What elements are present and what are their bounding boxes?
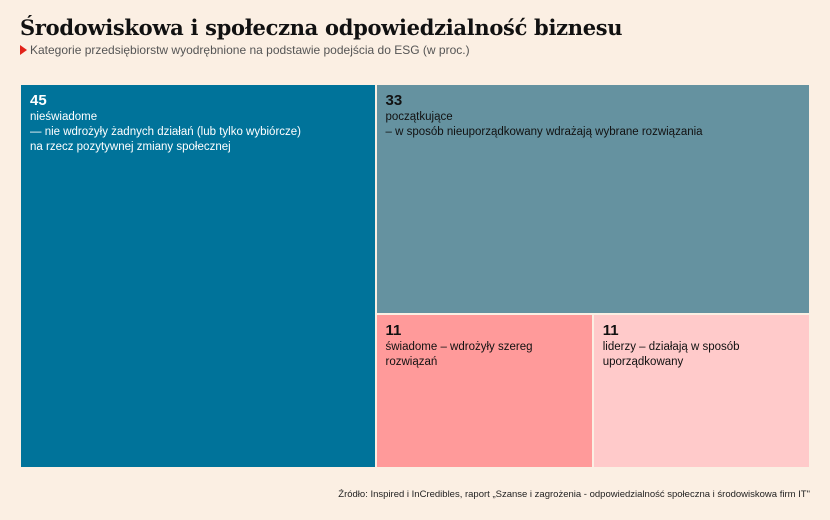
treemap-cell-swiadome: 11 świadome – wdrożyły szereg rozwiązań [375,314,593,468]
cell-value-label: 11 [385,322,402,340]
triangle-marker-icon [20,45,27,55]
source-note: Źródło: Inspired i InCredibles, raport „… [338,489,810,500]
cell-category-name: liderzy – działają w sposób uporządkowan… [602,341,740,369]
treemap-chart: 45 nieświadome — nie wdrożyły żadnych dz… [20,84,810,468]
cell-value-label: 11 [602,322,619,340]
chart-subtitle: Kategorie przedsiębiorstw wyodrębnione n… [20,43,470,57]
cell-category-name: początkujące [385,111,453,123]
cell-category-name: nieświadome [30,111,98,123]
cell-value-label: 33 [385,92,403,109]
cell-category-label: liderzy – działają w sposób uporządkowan… [603,340,801,370]
treemap-cell-liderzy: 11 liderzy – działają w sposób uporządko… [592,314,810,468]
cell-category-description: — nie wdrożyły żadnych działań (lub tylk… [30,126,301,153]
subtitle-text: Kategorie przedsiębiorstw wyodrębnione n… [30,43,470,57]
cell-category-name: świadome – wdrożyły szereg rozwiązań [385,341,533,369]
treemap-cell-nieswiadome: 45 nieświadome — nie wdrożyły żadnych dz… [20,84,376,468]
treemap-cell-poczatkujace: 33 początkujące – w sposób nieuporządkow… [375,84,810,315]
cell-category-label: początkujące – w sposób nieuporządkowany… [386,110,802,140]
cell-category-description: – w sposób nieuporządkowany wdrażają wyb… [385,126,703,138]
chart-title: Środowiskowa i społeczna odpowiedzialnoś… [20,15,623,40]
cell-category-label: świadome – wdrożyły szereg rozwiązań [386,340,584,370]
cell-value-label: 45 [30,92,47,109]
cell-category-label: nieświadome — nie wdrożyły żadnych dział… [30,110,367,155]
